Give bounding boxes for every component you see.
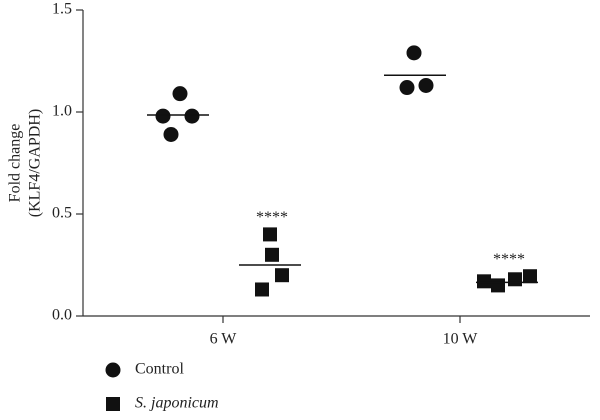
significance-label: **** <box>493 251 525 268</box>
x-tick-label: 6 W <box>210 331 238 348</box>
x-tick-label: 10 W <box>443 331 479 348</box>
data-point <box>163 126 179 142</box>
data-point <box>275 268 289 283</box>
data-point <box>155 108 171 124</box>
y-tick-label: 0.0 <box>52 307 72 324</box>
y-tick-label: 0.5 <box>52 205 72 222</box>
y-axis-title: Fold change (KLF4/GAPDH) <box>7 109 44 217</box>
data-point <box>184 108 200 124</box>
legend-label: Control <box>135 361 184 378</box>
y-axis-title-line: (KLF4/GAPDH) <box>27 109 44 217</box>
data-point <box>263 227 277 242</box>
legend-marker <box>105 362 121 378</box>
data-point <box>399 80 415 96</box>
data-point <box>255 282 269 297</box>
data-point <box>523 269 537 284</box>
data-point <box>418 77 434 93</box>
y-tick-label: 1.0 <box>52 103 72 120</box>
legend-label: S. japonicum <box>135 395 219 412</box>
y-tick-label: 1.5 <box>52 1 72 18</box>
data-point <box>491 278 505 293</box>
data-point <box>508 272 522 287</box>
data-point <box>265 247 279 262</box>
significance-label: **** <box>256 209 288 226</box>
legend-marker <box>106 397 120 411</box>
y-axis-title-line: Fold change <box>7 124 24 203</box>
data-point <box>477 274 491 289</box>
data-point <box>172 86 188 102</box>
data-point <box>406 45 422 61</box>
